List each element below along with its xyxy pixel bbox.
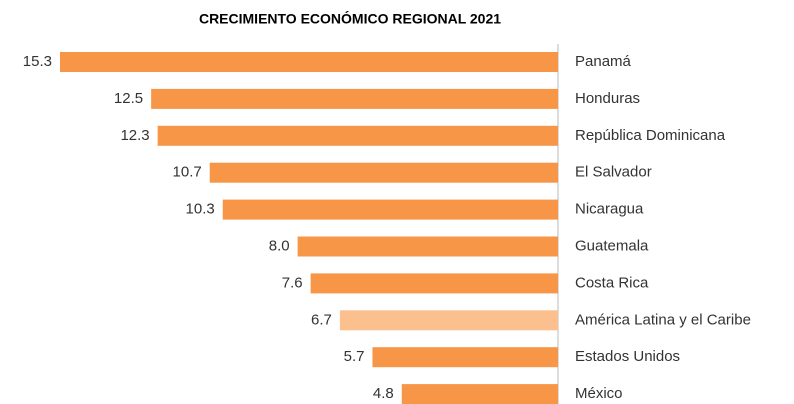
chart-title: CRECIMIENTO ECONÓMICO REGIONAL 2021: [199, 10, 501, 27]
bar: [372, 347, 558, 368]
bar: [339, 310, 558, 331]
category-label: América Latina y el Caribe: [575, 311, 751, 328]
category-label: México: [575, 385, 623, 402]
category-label: Costa Rica: [575, 274, 649, 291]
bar: [297, 236, 558, 257]
bar: [209, 162, 558, 183]
value-label: 7.6: [282, 274, 303, 291]
category-label: Guatemala: [575, 237, 649, 254]
value-label: 5.7: [344, 348, 365, 365]
value-label: 4.8: [373, 385, 394, 402]
bar: [157, 125, 558, 146]
value-label: 12.5: [114, 90, 143, 107]
bar: [60, 52, 558, 72]
bar: [310, 273, 558, 294]
category-label: Panamá: [575, 53, 632, 70]
value-label: 10.7: [173, 164, 202, 181]
category-label: El Salvador: [575, 164, 652, 181]
value-label: 10.3: [186, 201, 215, 218]
category-label: Nicaragua: [575, 201, 644, 218]
value-label: 6.7: [311, 311, 332, 328]
value-label: 8.0: [269, 237, 290, 254]
value-label: 15.3: [23, 53, 52, 70]
value-label: 12.3: [120, 127, 149, 144]
bar: [401, 384, 558, 404]
bar: [222, 199, 558, 220]
bar: [151, 88, 558, 109]
category-label: Estados Unidos: [575, 348, 680, 365]
category-label: República Dominicana: [575, 127, 726, 144]
category-label: Honduras: [575, 90, 640, 107]
